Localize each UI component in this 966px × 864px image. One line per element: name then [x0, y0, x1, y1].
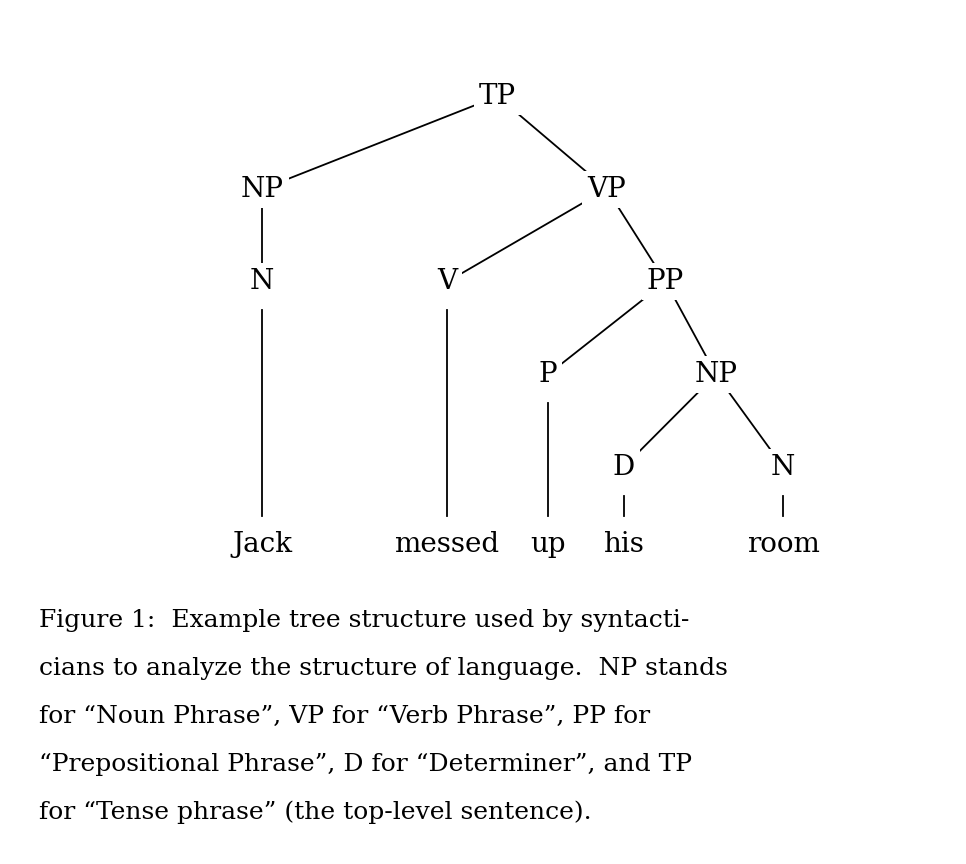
- Text: P: P: [539, 361, 557, 388]
- Text: D: D: [612, 454, 635, 480]
- Text: his: his: [603, 531, 644, 558]
- Text: Jack: Jack: [232, 531, 293, 558]
- Text: for “Tense phrase” (the top-level sentence).: for “Tense phrase” (the top-level senten…: [39, 801, 591, 824]
- Text: N: N: [771, 454, 795, 480]
- Text: messed: messed: [394, 531, 499, 558]
- Text: cians to analyze the structure of language.  NP stands: cians to analyze the structure of langua…: [39, 658, 727, 680]
- Text: up: up: [530, 531, 566, 558]
- Text: N: N: [250, 269, 274, 295]
- Text: VP: VP: [587, 175, 626, 202]
- Text: NP: NP: [241, 175, 284, 202]
- Text: “Prepositional Phrase”, D for “Determiner”, and TP: “Prepositional Phrase”, D for “Determine…: [39, 753, 692, 776]
- Text: V: V: [437, 269, 457, 295]
- Text: PP: PP: [647, 269, 684, 295]
- Text: Figure 1:  Example tree structure used by syntacti-: Figure 1: Example tree structure used by…: [39, 609, 689, 632]
- Text: for “Noun Phrase”, VP for “Verb Phrase”, PP for: for “Noun Phrase”, VP for “Verb Phrase”,…: [39, 705, 650, 728]
- Text: TP: TP: [479, 83, 516, 110]
- Text: NP: NP: [695, 361, 737, 388]
- Text: room: room: [747, 531, 820, 558]
